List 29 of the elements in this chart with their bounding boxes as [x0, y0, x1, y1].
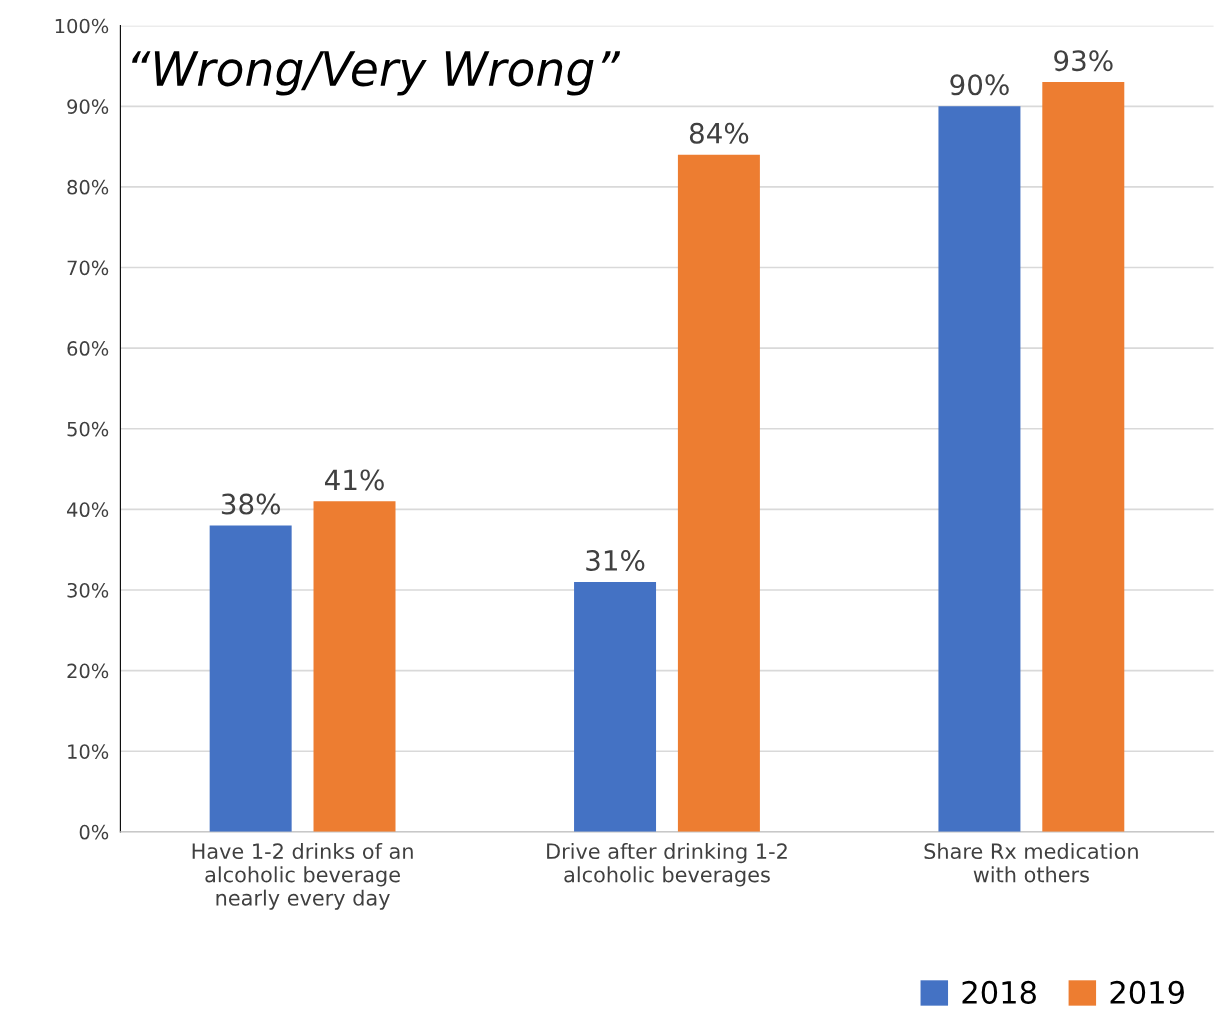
x-tick-label: Have 1-2 drinks of an alcoholic beverage nearly every day — [192, 842, 413, 910]
y-tick-label: 100% — [55, 18, 109, 34]
legend-label: 2019 — [1110, 980, 1184, 1004]
y-tick-label: 40% — [67, 502, 109, 518]
x-tick-label: Drive after drinking 1-2 alcoholic beverages — [547, 842, 787, 887]
y-tick-label: 80% — [67, 179, 109, 195]
y-tick-label: 60% — [67, 341, 109, 356]
bar — [677, 154, 760, 832]
x-tick-label: Share Rx medication with others — [924, 842, 1138, 883]
text: 84% — [689, 122, 749, 144]
bar — [209, 525, 292, 832]
y-tick-label: 10% — [68, 744, 109, 759]
y-tick-label: 30% — [67, 582, 109, 598]
y-tick-label: 70% — [67, 260, 109, 276]
y-tick-label: 90% — [67, 99, 109, 114]
text: 41% — [325, 469, 384, 491]
bar — [1042, 82, 1125, 832]
text: 93% — [1054, 50, 1113, 72]
y-tick-label: 20% — [67, 663, 109, 679]
bar — [574, 581, 657, 832]
y-tick-label: 0% — [79, 824, 109, 840]
bar — [313, 501, 396, 832]
text: 38% — [221, 493, 280, 515]
legend-label: 2018 — [962, 980, 1036, 1004]
text: 90% — [950, 74, 1009, 96]
bar — [938, 106, 1021, 832]
text: “Wrong/Very Wrong” — [132, 51, 621, 96]
text: 31% — [586, 550, 645, 572]
y-tick-label: 50% — [67, 421, 109, 437]
